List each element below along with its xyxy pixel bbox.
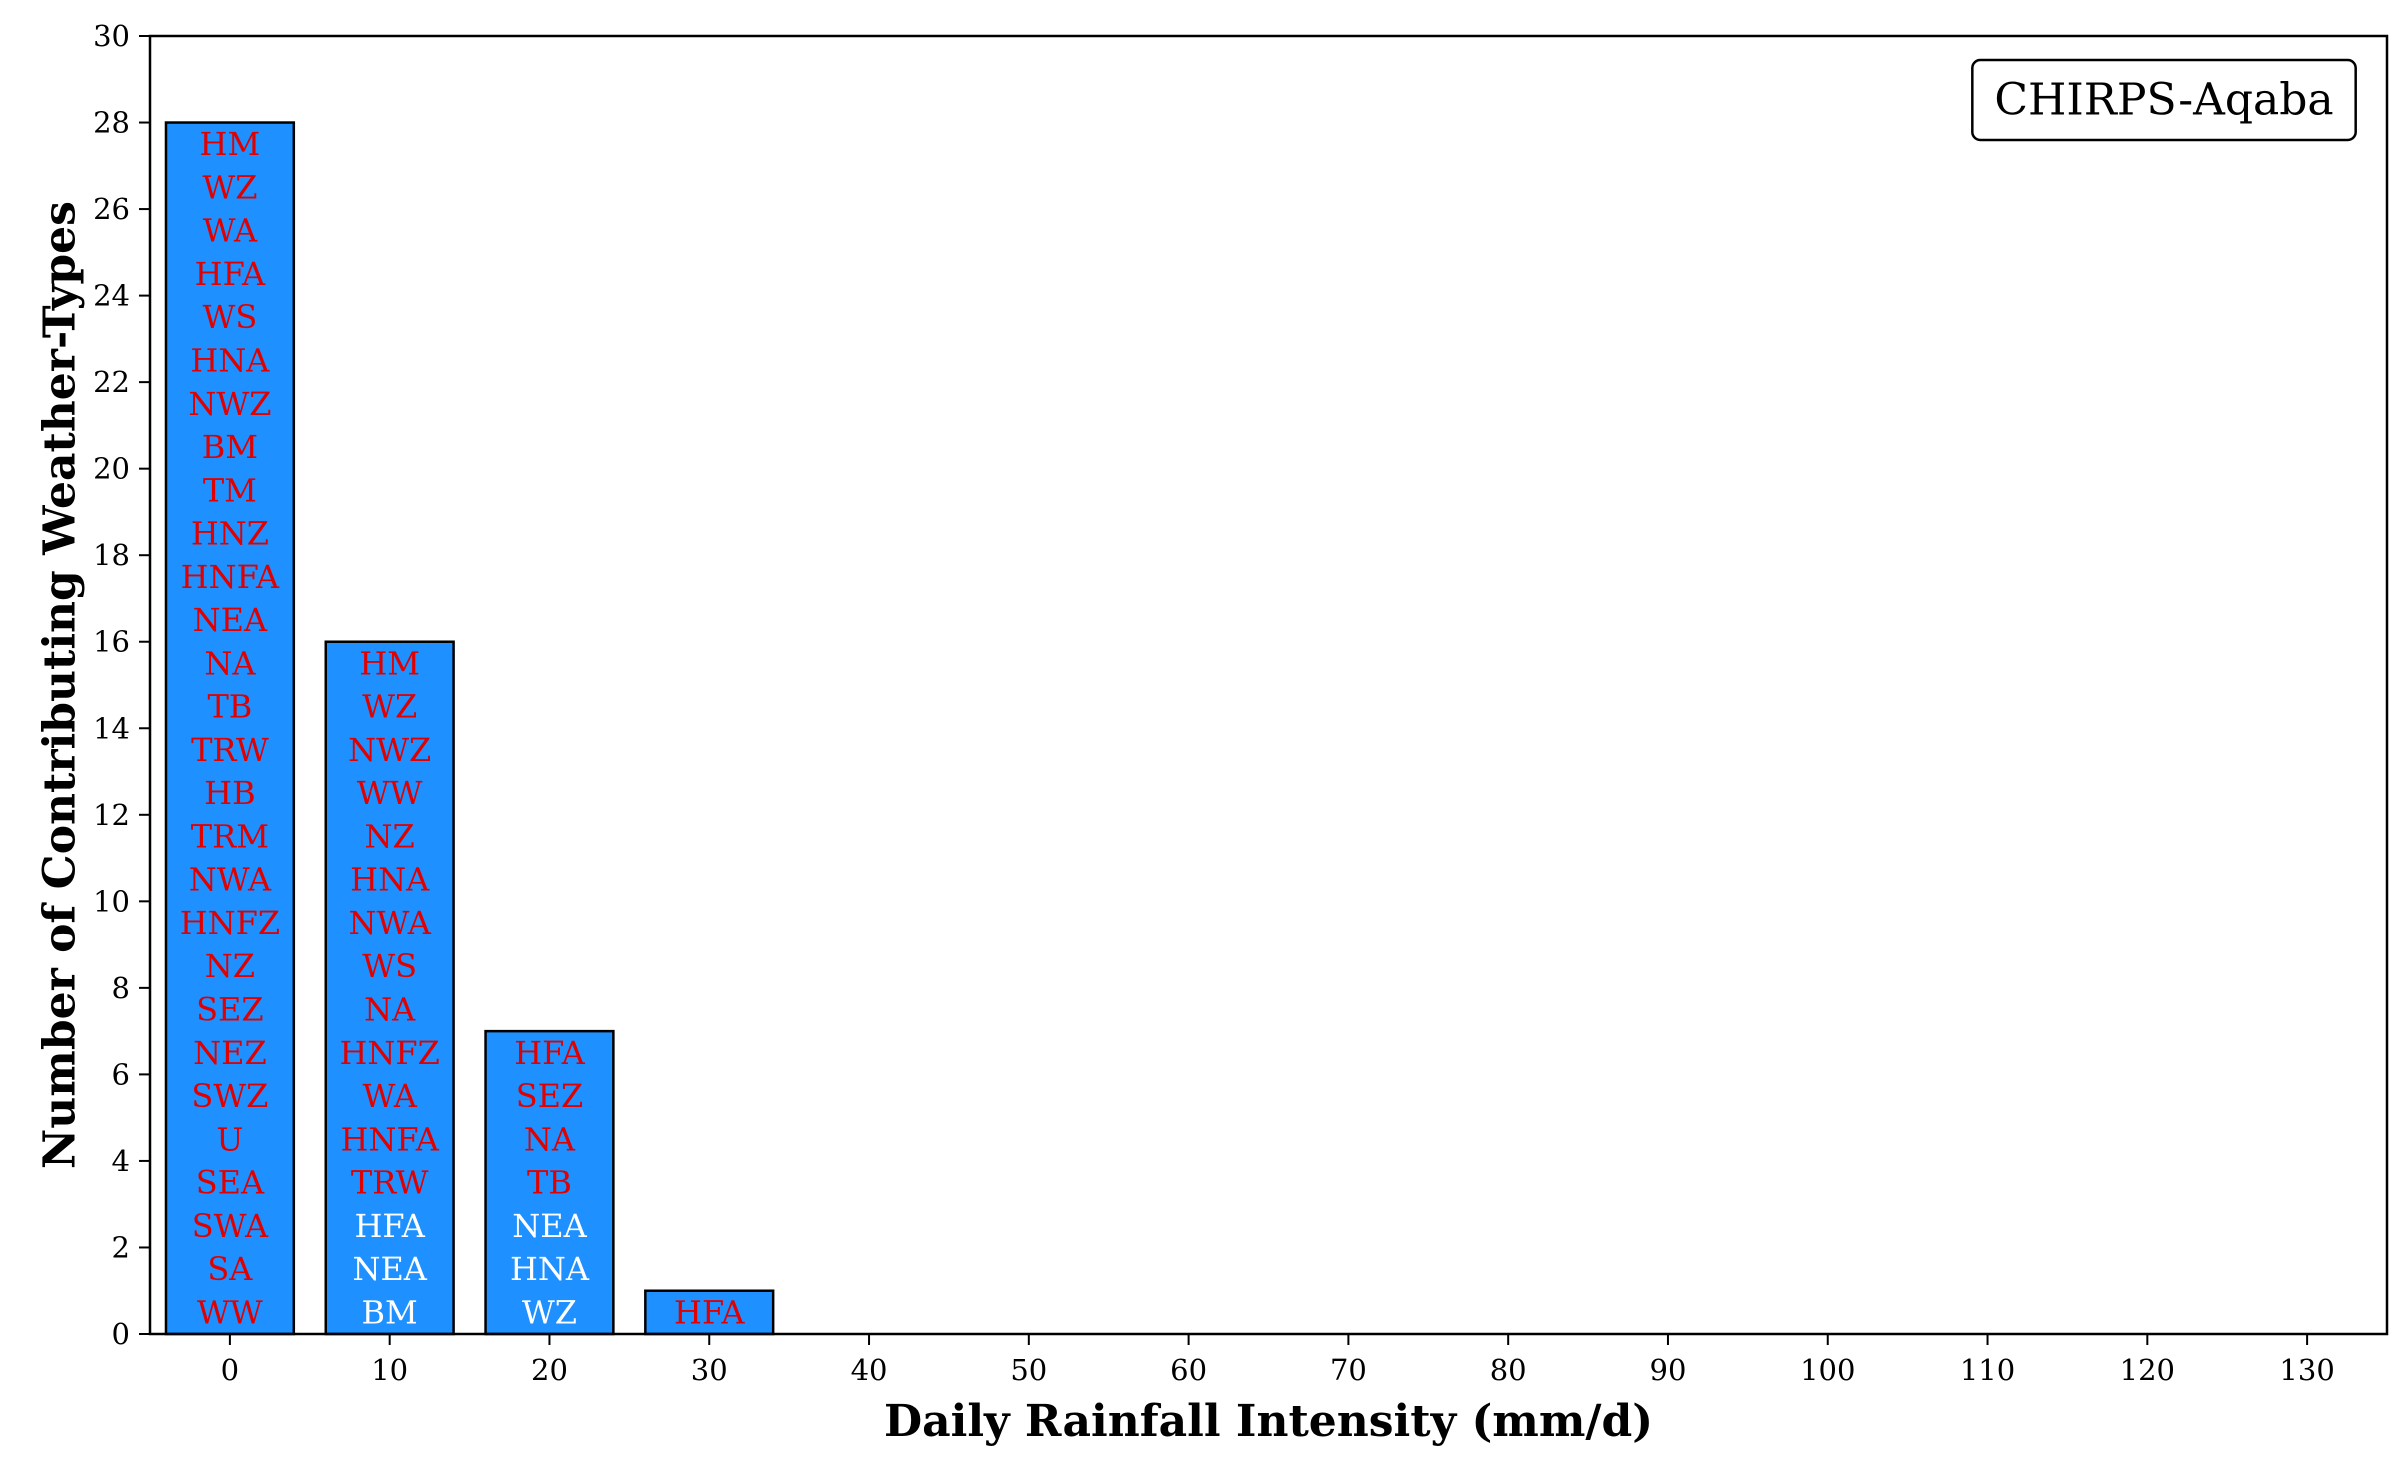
y-tick-label: 12 xyxy=(93,798,130,832)
bar-label: SWA xyxy=(192,1207,269,1245)
bar-label: U xyxy=(216,1120,243,1158)
x-tick-label: 80 xyxy=(1490,1353,1527,1387)
y-tick-label: 4 xyxy=(112,1144,130,1178)
bar-label: HM xyxy=(200,125,261,163)
x-tick-label: 90 xyxy=(1650,1353,1687,1387)
y-tick-label: 8 xyxy=(112,971,130,1005)
bar-label: WA xyxy=(203,212,258,250)
bar-label: NEA xyxy=(352,1250,427,1288)
y-tick-label: 14 xyxy=(93,711,130,745)
bar-label: NZ xyxy=(365,817,415,855)
x-tick-label: 130 xyxy=(2279,1353,2334,1387)
legend-label: CHIRPS-Aqaba xyxy=(1994,75,2333,126)
bar-label: WZ xyxy=(202,168,257,206)
bar-label: NZ xyxy=(205,947,255,985)
x-axis-ticks: 0 10 20 30 40 50 60 70 80 90 100 110 120 130 xyxy=(221,1334,2335,1387)
bar-label: SEZ xyxy=(516,1077,584,1115)
y-tick-label: 18 xyxy=(93,538,130,572)
y-tick-label: 28 xyxy=(93,106,130,140)
bar-label: BM xyxy=(202,428,258,466)
y-tick-label: 16 xyxy=(93,625,130,659)
x-tick-label: 60 xyxy=(1170,1353,1207,1387)
bar-label: WS xyxy=(202,298,257,336)
y-tick-label: 20 xyxy=(93,452,130,486)
x-tick-label: 30 xyxy=(691,1353,728,1387)
y-tick-label: 2 xyxy=(112,1230,130,1264)
bar-label: HFA xyxy=(674,1293,745,1331)
y-tick-label: 30 xyxy=(93,19,130,53)
bar-label: NEZ xyxy=(193,1034,267,1072)
bar-label: NEA xyxy=(512,1207,587,1245)
bar-label: HNFZ xyxy=(180,904,280,942)
bar-label: NA xyxy=(364,991,416,1029)
bar-label: HNZ xyxy=(191,515,269,553)
bar-label: SEZ xyxy=(196,991,264,1029)
bar-label: NWA xyxy=(189,861,272,899)
bar-label: HNA xyxy=(190,342,270,380)
y-tick-label: 0 xyxy=(112,1317,130,1351)
y-tick-label: 24 xyxy=(93,279,130,313)
x-tick-label: 40 xyxy=(851,1353,888,1387)
bar-label: WS xyxy=(362,947,417,985)
x-tick-label: 120 xyxy=(2120,1353,2175,1387)
bar-label: NWA xyxy=(348,904,431,942)
bar-label: WW xyxy=(197,1293,263,1331)
bar-label: WA xyxy=(362,1077,417,1115)
x-tick-label: 10 xyxy=(371,1353,408,1387)
x-tick-label: 20 xyxy=(531,1353,568,1387)
bar-label: HFA xyxy=(514,1034,585,1072)
bar-label: HNFA xyxy=(181,558,280,596)
bar-label: SWZ xyxy=(191,1077,268,1115)
y-tick-label: 26 xyxy=(93,192,130,226)
bar xyxy=(484,1029,615,1336)
x-tick-label: 100 xyxy=(1800,1353,1855,1387)
bar-label: HB xyxy=(204,774,255,812)
bars-layer xyxy=(164,121,775,1336)
bar-label: TRM xyxy=(191,817,269,855)
bar-label: HFA xyxy=(354,1207,425,1245)
x-tick-label: 0 xyxy=(221,1353,239,1387)
bar-label: WZ xyxy=(362,688,417,726)
y-axis-title: Number of Contributing Weather-Types xyxy=(35,201,86,1169)
bar-label: NA xyxy=(204,644,256,682)
bar-label: SEA xyxy=(196,1164,265,1202)
bar-label: BM xyxy=(362,1293,418,1331)
bar-label: HNA xyxy=(510,1250,590,1288)
bar-label: HNFA xyxy=(340,1120,439,1158)
bar-label: NWZ xyxy=(348,731,431,769)
y-tick-label: 6 xyxy=(112,1057,130,1091)
x-tick-label: 50 xyxy=(1010,1353,1047,1387)
y-tick-label: 22 xyxy=(93,365,130,399)
bar xyxy=(644,1289,775,1336)
bar-label: NWZ xyxy=(188,385,271,423)
bar xyxy=(164,121,296,1336)
x-tick-label: 110 xyxy=(1960,1353,2015,1387)
bar-label: HFA xyxy=(195,255,266,293)
bar-label: HNA xyxy=(350,861,430,899)
bar-label: WZ xyxy=(522,1293,577,1331)
bar-label: TM xyxy=(203,471,257,509)
bar-label: NEA xyxy=(193,601,268,639)
bar-label: NA xyxy=(524,1120,576,1158)
bar-label: SA xyxy=(207,1250,253,1288)
bar-label: TB xyxy=(207,688,252,726)
x-axis-title: Daily Rainfall Intensity (mm/d) xyxy=(884,1396,1653,1447)
bar-labels-layer: WW SA SWA SEA U SWZ NEZ SEZ NZ HNFZ NWA TRM HB TRW TB N… xyxy=(180,125,746,1331)
y-tick-label: 10 xyxy=(93,884,130,918)
bar-label: TRW xyxy=(191,731,269,769)
bar-label: TB xyxy=(527,1164,572,1202)
bar xyxy=(324,640,455,1336)
x-tick-label: 70 xyxy=(1330,1353,1367,1387)
bar-label: WW xyxy=(357,774,423,812)
plot-frame xyxy=(148,34,2389,1336)
legend-box xyxy=(1971,58,2357,142)
legend: CHIRPS-Aqaba xyxy=(1971,58,2357,142)
bar-label: HM xyxy=(359,644,420,682)
bar-label: TRW xyxy=(351,1164,429,1202)
bar-label: HNFZ xyxy=(340,1034,440,1072)
